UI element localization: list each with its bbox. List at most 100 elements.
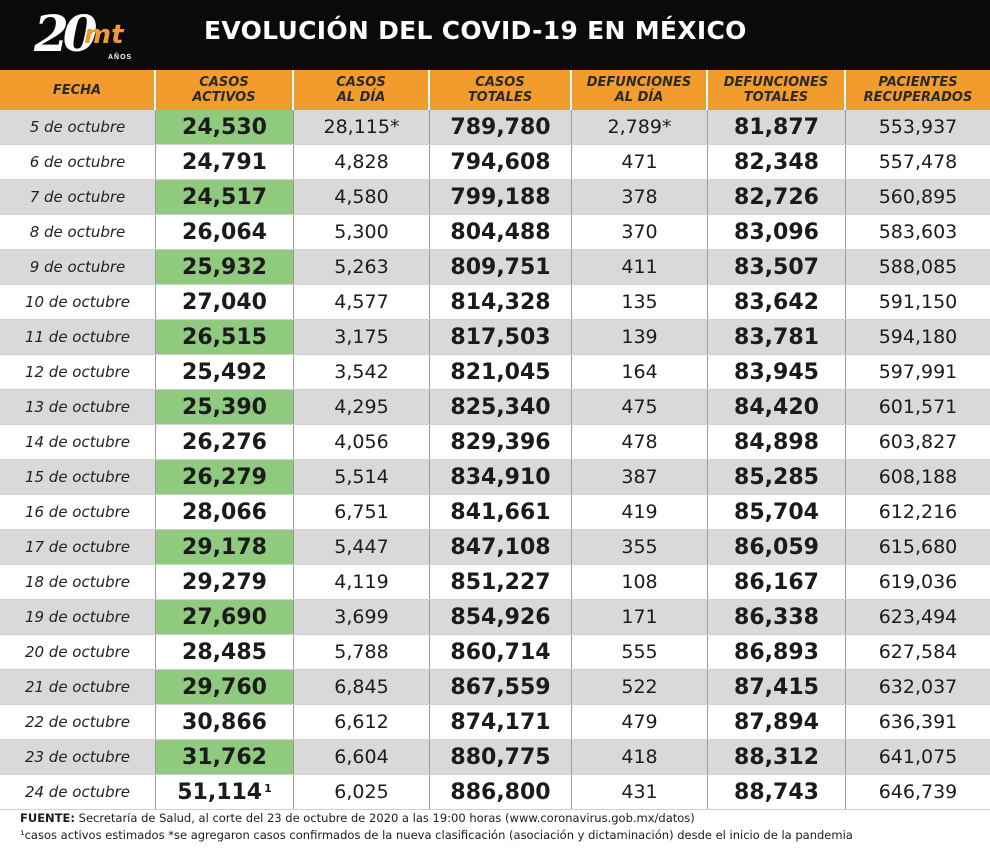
cell-defunciones-al-dia-value: 522 [621,676,658,698]
cell-defunciones-al-dia: 419 [572,495,708,529]
logo-number: 20 [34,4,98,63]
cell-fecha-value: 14 de octubre [24,433,131,451]
cell-pacientes-recuperados: 619,036 [846,565,990,599]
cell-defunciones-al-dia: 139 [572,320,708,354]
cell-defunciones-totales: 88,312 [708,740,846,774]
cell-defunciones-al-dia: 479 [572,705,708,739]
cell-casos-al-dia-value: 4,056 [334,431,389,453]
cell-defunciones-totales-value: 81,877 [734,114,819,140]
cell-pacientes-recuperados-value: 636,391 [878,711,958,733]
cell-casos-totales-value: 809,751 [450,254,551,280]
cell-casos-totales-value: 854,926 [450,604,551,630]
cell-defunciones-al-dia-value: 135 [621,291,658,313]
cell-fecha: 20 de octubre [0,635,156,669]
cell-casos-totales: 867,559 [430,670,572,704]
footnote: ¹casos activos estimados *se agregaron c… [20,828,853,842]
cell-casos-activos-value: 29,279 [182,569,267,595]
cell-casos-totales: 789,780 [430,110,572,144]
cell-defunciones-totales: 81,877 [708,110,846,144]
cell-casos-totales-value: 847,108 [450,534,551,560]
cell-casos-activos-value: 26,515 [182,324,267,350]
cell-casos-activos-value: 29,178 [182,534,267,560]
cell-fecha: 16 de octubre [0,495,156,529]
cell-casos-activos: 28,066 [156,495,294,529]
cell-defunciones-totales: 85,704 [708,495,846,529]
table-row: 22 de octubre 30,866 6,612 874,171 479 87,894… [0,705,990,740]
cell-defunciones-al-dia: 2,789* [572,110,708,144]
cell-defunciones-al-dia: 370 [572,215,708,249]
cell-defunciones-totales: 83,507 [708,250,846,284]
cell-casos-activos-value: 51,114 [177,779,263,805]
cell-defunciones-al-dia-value: 478 [621,431,658,453]
cell-defunciones-al-dia: 135 [572,285,708,319]
cell-casos-totales: 821,045 [430,355,572,389]
table-row: 11 de octubre 26,515 3,175 817,503 139 83,781… [0,320,990,355]
cell-casos-activos: 28,485 [156,635,294,669]
table-row: 7 de octubre 24,517 4,580 799,188 378 82,726 5… [0,180,990,215]
cell-fecha: 5 de octubre [0,110,156,144]
cell-defunciones-al-dia-value: 108 [621,571,658,593]
cell-defunciones-totales-value: 84,898 [734,429,819,455]
cell-casos-activos-value: 27,690 [182,604,267,630]
cell-pacientes-recuperados: 627,584 [846,635,990,669]
cell-casos-al-dia: 28,115* [294,110,430,144]
cell-casos-al-dia-value: 6,604 [334,746,389,768]
cell-casos-al-dia-value: 5,788 [334,641,389,663]
cell-casos-activos: 25,492 [156,355,294,389]
cell-casos-activos: 27,040 [156,285,294,319]
cell-casos-totales-value: 814,328 [450,289,551,315]
cell-casos-activos: 26,515 [156,320,294,354]
table-row: 20 de octubre 28,485 5,788 860,714 555 86,893… [0,635,990,670]
cell-pacientes-recuperados: 646,739 [846,775,990,809]
cell-casos-activos: 25,932 [156,250,294,284]
cell-casos-totales: 841,661 [430,495,572,529]
cell-casos-activos-value: 24,530 [182,114,267,140]
cell-fecha: 8 de octubre [0,215,156,249]
cell-casos-totales-value: 817,503 [450,324,551,350]
cell-casos-al-dia: 6,751 [294,495,430,529]
cell-fecha-value: 24 de octubre [24,783,131,801]
cell-pacientes-recuperados: 603,827 [846,425,990,459]
cell-casos-activos-value: 25,390 [182,394,267,420]
column-header-defunciones-totales: DEFUNCIONES TOTALES [708,70,846,110]
cell-defunciones-totales: 83,781 [708,320,846,354]
logo-brand: mt [84,20,124,50]
cell-fecha-value: 15 de octubre [24,468,131,486]
cell-pacientes-recuperados-value: 601,571 [878,396,958,418]
cell-casos-al-dia: 4,828 [294,145,430,179]
cell-casos-al-dia-value: 3,699 [334,606,389,628]
cell-fecha: 14 de octubre [0,425,156,459]
cell-casos-al-dia: 6,604 [294,740,430,774]
cell-defunciones-al-dia-value: 387 [621,466,658,488]
cell-casos-totales: 817,503 [430,320,572,354]
cell-defunciones-al-dia: 478 [572,425,708,459]
cell-defunciones-totales-value: 84,420 [734,394,819,420]
cell-pacientes-recuperados: 615,680 [846,530,990,564]
cell-casos-al-dia-value: 4,828 [334,151,389,173]
cell-casos-al-dia-value: 5,514 [334,466,389,488]
cell-casos-totales-value: 804,488 [450,219,551,245]
cell-defunciones-al-dia: 418 [572,740,708,774]
cell-fecha-value: 18 de octubre [24,573,131,591]
cell-fecha: 6 de octubre [0,145,156,179]
table-row: 14 de octubre 26,276 4,056 829,396 478 84,898… [0,425,990,460]
cell-defunciones-al-dia: 475 [572,390,708,424]
cell-defunciones-totales-value: 86,167 [734,569,819,595]
cell-defunciones-totales-value: 82,726 [734,184,819,210]
cell-fecha-value: 5 de octubre [29,118,126,136]
cell-fecha: 21 de octubre [0,670,156,704]
cell-fecha: 17 de octubre [0,530,156,564]
cell-casos-totales: 794,608 [430,145,572,179]
cell-defunciones-totales-value: 87,894 [734,709,819,735]
cell-defunciones-totales: 82,348 [708,145,846,179]
table-row: 23 de octubre 31,762 6,604 880,775 418 88,312… [0,740,990,775]
cell-casos-totales-value: 886,800 [450,779,551,805]
cell-casos-al-dia-value: 4,119 [334,571,389,593]
cell-casos-activos-value: 26,279 [182,464,267,490]
cell-casos-activos: 30,866 [156,705,294,739]
cell-casos-totales: 880,775 [430,740,572,774]
cell-casos-totales: 809,751 [430,250,572,284]
footer: FUENTE: Secretaría de Salud, al corte de… [0,810,990,850]
cell-casos-al-dia-value: 3,175 [334,326,389,348]
cell-pacientes-recuperados-value: 646,739 [878,781,958,803]
